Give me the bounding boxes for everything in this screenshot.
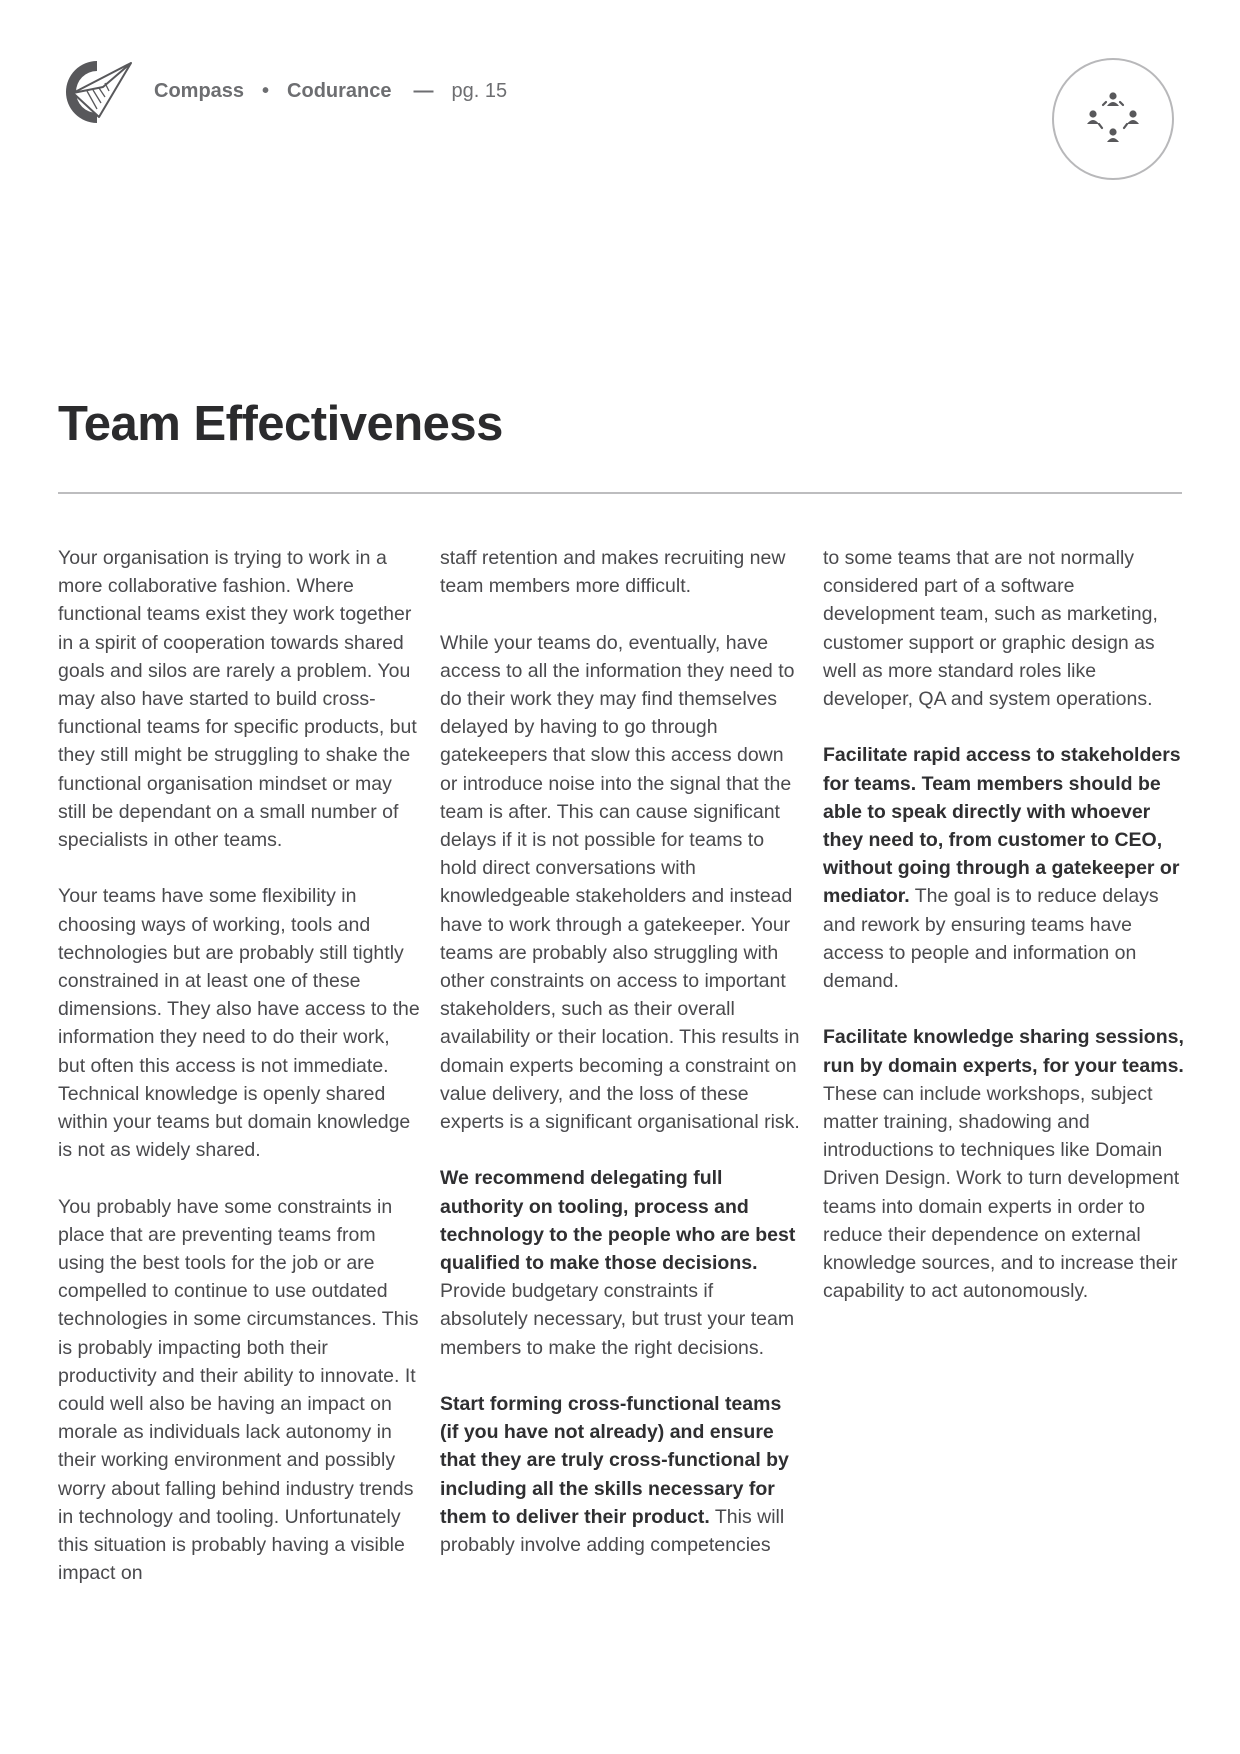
recommendation-text: These can include workshops, subject mat… — [823, 1082, 1180, 1303]
recommendation-bold: Facilitate rapid access to stakeholders … — [823, 744, 1181, 908]
header-dash: — — [413, 80, 434, 102]
paragraph: We recommend delegating full authority o… — [440, 1164, 802, 1361]
text-column-1: Your organisation is trying to work in a… — [58, 544, 420, 1616]
paragraph: Facilitate rapid access to stakeholders … — [823, 741, 1185, 995]
page-title: Team Effectiveness — [58, 397, 503, 451]
recommendation-text: The goal is to reduce delays and rework … — [823, 885, 1159, 993]
header-separator: • — [262, 80, 270, 102]
page-number: pg. 15 — [451, 80, 508, 102]
header-meta: Compass • Codurance — pg. 15 — [154, 80, 507, 103]
recommendation-text: This will probably involve adding compet… — [440, 1505, 785, 1557]
paragraph: Start forming cross-functional teams (if… — [440, 1390, 802, 1559]
paragraph: Your teams have some flexibility in choo… — [58, 885, 420, 1162]
recommendation-text: Provide budgetary constraints if absolut… — [440, 1280, 795, 1359]
paragraph: to some teams that are not normally cons… — [823, 547, 1158, 711]
codurance-logo-icon — [65, 61, 132, 123]
recommendation-bold: Start forming cross-functional teams (if… — [440, 1393, 789, 1528]
paragraph: While your teams do, eventually, have ac… — [440, 631, 800, 1134]
text-column-2: staff retention and makes recruiting new… — [440, 544, 802, 1587]
paragraph: Your organisation is trying to work in a… — [58, 547, 417, 852]
team-circle-icon — [1087, 92, 1139, 142]
paragraph: Facilitate knowledge sharing sessions, r… — [823, 1023, 1185, 1305]
text-column-3: to some teams that are not normally cons… — [823, 544, 1185, 1334]
title-divider — [58, 492, 1182, 494]
paragraph: You probably have some constraints in pl… — [58, 1195, 419, 1585]
section-badge — [1052, 58, 1174, 180]
paragraph: staff retention and makes recruiting new… — [440, 547, 786, 598]
brand-name: Compass — [154, 80, 245, 102]
recommendation-bold: Facilitate knowledge sharing sessions, r… — [823, 1026, 1184, 1077]
company-name: Codurance — [287, 80, 392, 102]
recommendation-bold: We recommend delegating full authority o… — [440, 1167, 796, 1275]
